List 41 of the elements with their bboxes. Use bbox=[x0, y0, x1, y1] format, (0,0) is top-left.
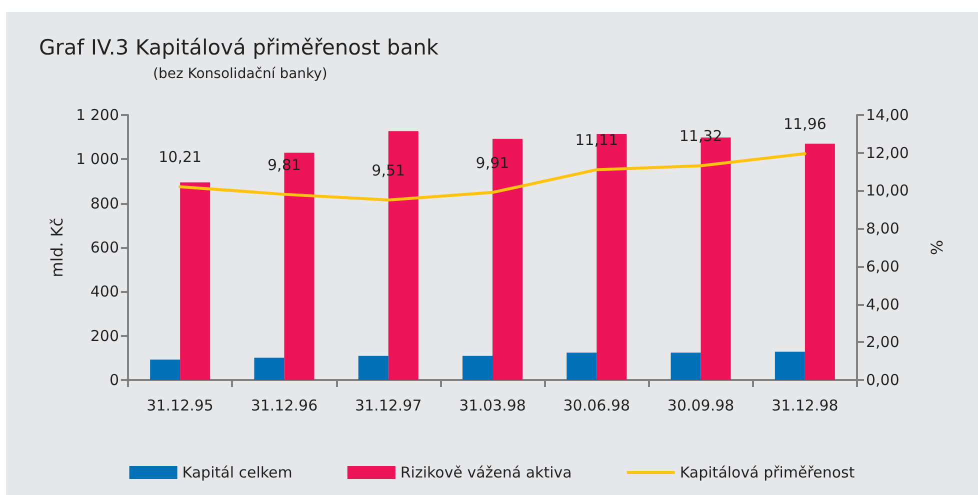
y-axis-title: mld. Kč bbox=[48, 218, 67, 278]
y2-axis-title: % bbox=[928, 240, 946, 256]
x-tick-label: 31.12.96 bbox=[250, 396, 318, 414]
x-tick-label: 31.03.98 bbox=[459, 396, 526, 414]
y2-tick-label: 6,00 bbox=[866, 257, 900, 276]
y-tick-label: 1 000 bbox=[76, 150, 119, 168]
legend-label: Rizikově vážená aktiva bbox=[400, 464, 572, 482]
y2-tick-label: 8,00 bbox=[866, 220, 900, 238]
bar bbox=[566, 352, 597, 380]
bar bbox=[462, 356, 492, 380]
x-tick-label: 31.12.97 bbox=[354, 396, 422, 414]
y2-tick-label: 10,00 bbox=[866, 182, 909, 200]
bar bbox=[150, 360, 180, 380]
y-tick-label: 400 bbox=[90, 282, 119, 301]
data-label: 11,32 bbox=[679, 127, 722, 146]
y2-tick-label: 12,00 bbox=[866, 144, 909, 162]
y2-tick-label: 0,00 bbox=[866, 371, 900, 389]
y-tick-label: 800 bbox=[90, 194, 119, 212]
bar bbox=[670, 352, 701, 380]
x-tick-label: 30.09.98 bbox=[667, 396, 734, 414]
y-tick-label: 600 bbox=[90, 238, 119, 256]
bar bbox=[774, 352, 805, 380]
data-label: 10,21 bbox=[158, 148, 202, 166]
x-tick-label: 30.06.98 bbox=[563, 396, 630, 414]
x-tick-label: 31.12.98 bbox=[772, 396, 838, 414]
data-label: 11,96 bbox=[783, 115, 826, 134]
y2-tick-label: 2,00 bbox=[866, 333, 900, 352]
bar bbox=[358, 356, 388, 380]
chart-title: Graf IV.3 Kapitálová přiměřenost bank bbox=[39, 36, 440, 60]
x-tick-label: 31.12.95 bbox=[146, 396, 214, 414]
y-tick-label: 0 bbox=[109, 371, 119, 389]
y-tick-label: 200 bbox=[90, 326, 119, 345]
y2-tick-label: 4,00 bbox=[866, 295, 900, 314]
legend-label: Kapitálová přiměřenost bbox=[680, 464, 855, 482]
bar bbox=[254, 358, 284, 380]
legend-label: Kapitál celkem bbox=[182, 464, 292, 482]
bar bbox=[804, 144, 835, 380]
y2-tick-label: 14,00 bbox=[866, 106, 909, 124]
chart-subtitle: (bez Konsolidační banky) bbox=[153, 66, 328, 82]
bar bbox=[180, 182, 210, 380]
y-tick-label: 1 200 bbox=[76, 106, 119, 124]
